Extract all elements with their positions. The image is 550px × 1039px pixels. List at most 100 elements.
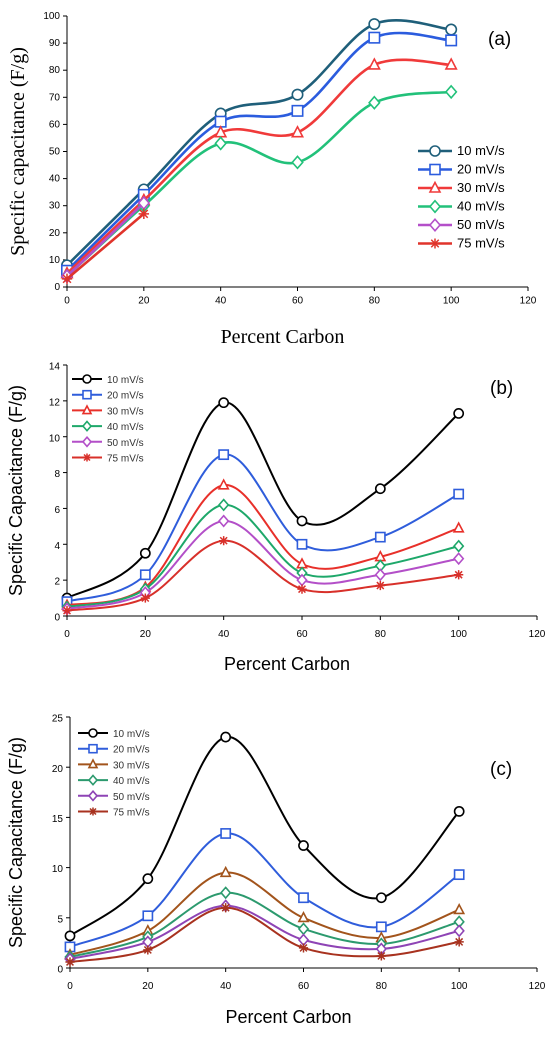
- x-axis-title: Percent Carbon: [221, 326, 345, 348]
- legend-entry-label: 40 mV/s: [457, 199, 505, 214]
- y-axis-title: Specific Capacitance (F/g): [6, 737, 26, 948]
- x-tick-label: 40: [220, 981, 232, 992]
- y-tick-label: 70: [49, 92, 61, 103]
- data-point: [290, 125, 305, 138]
- series-3: [61, 498, 465, 614]
- y-tick-label: 20: [52, 764, 64, 775]
- y-tick-label: 60: [49, 119, 61, 130]
- legend-entry-label: 75 mV/s: [457, 236, 505, 251]
- y-axis-title: Specific capacitance (F/g): [7, 47, 29, 256]
- x-tick-label: 80: [369, 296, 381, 307]
- legend-entry-label: 10 mV/s: [113, 729, 150, 740]
- legend-entry-label: 40 mV/s: [113, 776, 150, 787]
- legend-marker: [88, 743, 98, 754]
- data-point: [139, 547, 151, 559]
- data-point: [297, 584, 307, 594]
- legend-marker: [429, 145, 441, 157]
- y-tick-label: 4: [54, 541, 60, 552]
- data-point: [298, 892, 309, 904]
- data-point: [297, 922, 310, 936]
- legend-marker: [81, 420, 93, 432]
- legend-marker: [87, 774, 99, 786]
- series-1: [60, 31, 458, 277]
- data-point: [221, 903, 231, 913]
- data-point: [445, 34, 458, 47]
- data-point: [291, 104, 304, 117]
- data-point: [445, 23, 458, 36]
- x-tick-label: 80: [375, 629, 387, 640]
- data-point: [453, 869, 465, 881]
- x-tick-label: 0: [64, 629, 70, 640]
- data-point: [376, 951, 386, 961]
- data-point: [142, 910, 154, 922]
- data-point: [374, 483, 386, 495]
- data-point: [64, 930, 76, 942]
- legend-entry-label: 10 mV/s: [457, 143, 505, 158]
- data-point: [368, 31, 381, 44]
- data-point: [452, 521, 465, 533]
- legend-entry-label: 50 mV/s: [113, 792, 150, 803]
- y-tick-label: 80: [49, 65, 61, 76]
- legend-entry-label: 30 mV/s: [107, 406, 144, 417]
- x-tick-label: 120: [520, 296, 537, 307]
- series-line: [69, 904, 460, 960]
- x-tick-label: 120: [529, 981, 546, 992]
- data-point: [453, 924, 465, 938]
- panel-label: (a): [488, 29, 511, 50]
- data-point: [217, 478, 230, 490]
- legend: 10 mV/s 20 mV/s 30 mV/s 40 mV/s 50 mV/s 75 mV…: [418, 143, 505, 251]
- data-point: [453, 805, 465, 817]
- data-point: [142, 873, 154, 885]
- legend-entry-label: 40 mV/s: [107, 422, 144, 433]
- panel-label: (c): [490, 759, 512, 780]
- y-tick-label: 14: [49, 362, 61, 373]
- x-tick-label: 20: [138, 296, 150, 307]
- y-tick-label: 12: [49, 397, 61, 408]
- data-point: [444, 57, 458, 70]
- data-point: [143, 945, 153, 955]
- x-tick-label: 80: [376, 981, 388, 992]
- y-tick-label: 8: [54, 469, 60, 480]
- data-point: [291, 88, 304, 101]
- data-point: [453, 552, 465, 566]
- legend-marker: [82, 374, 92, 384]
- series-line: [66, 90, 452, 278]
- data-point: [62, 606, 72, 616]
- series-4: [60, 195, 151, 284]
- legend-entry-label: 75 mV/s: [113, 808, 150, 819]
- chart-panel-1: 0 20 40 60 80 100 120 0 2 4 6 8 10 12 14 Percent Carbon…: [6, 362, 546, 674]
- x-axis-title: Percent Carbon: [225, 1007, 351, 1027]
- data-point: [220, 731, 232, 743]
- x-tick-label: 20: [140, 629, 152, 640]
- data-point: [296, 538, 308, 550]
- y-tick-label: 50: [49, 146, 61, 157]
- data-point: [454, 937, 464, 947]
- x-tick-label: 100: [450, 629, 467, 640]
- series-2: [60, 57, 458, 279]
- legend-marker: [88, 728, 98, 738]
- data-point: [296, 573, 308, 587]
- y-tick-label: 25: [52, 714, 64, 725]
- y-tick-label: 10: [52, 864, 64, 875]
- legend-marker: [428, 199, 442, 214]
- y-tick-label: 100: [43, 11, 60, 22]
- x-axis-title: Percent Carbon: [224, 654, 350, 674]
- legend-entry-label: 30 mV/s: [113, 760, 150, 771]
- legend-marker: [428, 218, 442, 232]
- series-line: [66, 212, 145, 280]
- chart-panel-2: 0 20 40 60 80 100 120 0 5 10 15 20 25 Percent Carbon S…: [6, 714, 546, 1027]
- legend-entry-label: 10 mV/s: [107, 375, 144, 386]
- y-tick-label: 10: [49, 433, 61, 444]
- data-point: [453, 488, 465, 500]
- data-point: [453, 902, 466, 915]
- series-1: [61, 449, 465, 608]
- y-tick-label: 0: [54, 613, 60, 624]
- data-point: [219, 536, 229, 546]
- data-point: [444, 84, 458, 100]
- legend-entry-label: 20 mV/s: [113, 745, 150, 756]
- legend: 10 mV/s 20 mV/s 30 mV/s 40 mV/s 50 mV/s 75 mV…: [78, 728, 150, 819]
- legend-entry-label: 75 mV/s: [107, 454, 144, 465]
- data-point: [65, 957, 75, 967]
- data-point: [297, 911, 310, 923]
- data-point: [375, 892, 387, 904]
